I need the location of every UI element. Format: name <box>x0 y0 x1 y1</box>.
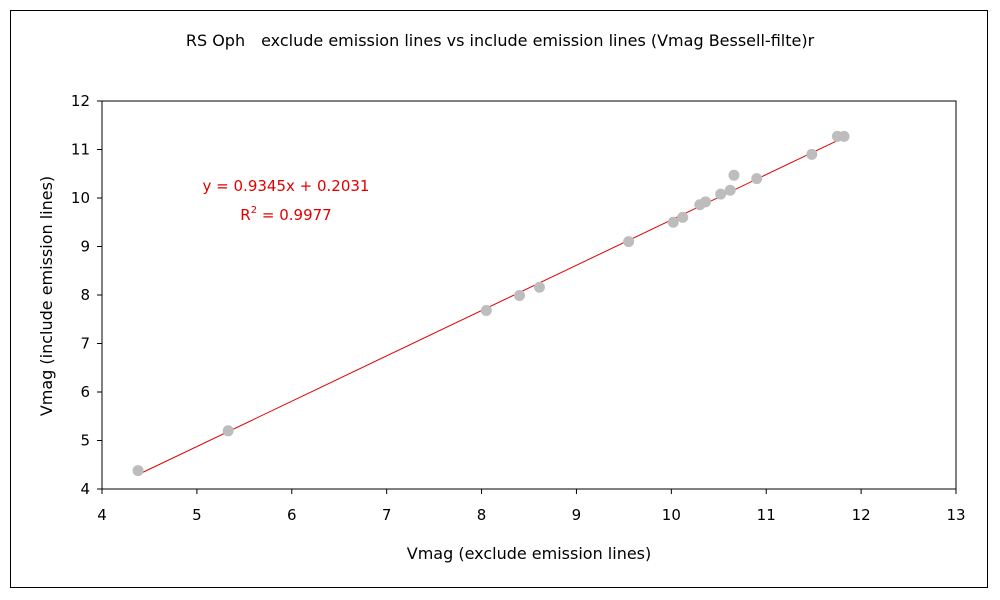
data-point <box>132 465 144 477</box>
x-axis-title: Vmag (exclude emission lines) <box>407 544 652 563</box>
x-tick-label: 6 <box>287 506 297 524</box>
y-tick-label: 8 <box>80 286 90 304</box>
r-squared-label: R2 = 0.9977 <box>240 205 331 224</box>
x-tick-label: 8 <box>477 506 487 524</box>
data-point <box>751 173 763 185</box>
data-point <box>806 148 818 160</box>
data-point <box>667 216 679 228</box>
data-point <box>677 211 689 223</box>
y-tick-label: 4 <box>80 480 90 498</box>
x-axis: 4 5 6 7 8 9 10 11 12 13 <box>97 489 966 524</box>
r-squared-value: = 0.9977 <box>257 206 332 224</box>
y-tick-label: 7 <box>80 335 90 353</box>
x-tick-label: 13 <box>946 506 965 524</box>
data-point <box>728 169 740 181</box>
x-tick-label: 5 <box>192 506 202 524</box>
y-axis: 4 5 6 7 8 9 10 11 12 <box>71 92 102 498</box>
y-tick-label: 11 <box>71 141 90 159</box>
data-point <box>480 305 492 317</box>
data-point <box>724 184 736 196</box>
data-point <box>623 236 635 248</box>
y-tick-label: 9 <box>80 238 90 256</box>
chart-frame <box>10 10 988 588</box>
data-point <box>838 130 850 142</box>
x-tick-label: 7 <box>382 506 392 524</box>
x-tick-label: 4 <box>97 506 107 524</box>
x-tick-label: 9 <box>572 506 582 524</box>
y-tick-label: 10 <box>71 189 90 207</box>
x-tick-label: 12 <box>852 506 871 524</box>
y-tick-label: 6 <box>80 383 90 401</box>
data-point <box>222 425 234 437</box>
x-tick-label: 10 <box>662 506 681 524</box>
y-axis-title: Vmag (include emission lines) <box>37 176 56 416</box>
x-tick-label: 11 <box>757 506 776 524</box>
chart-title: RS Oph exclude emission lines vs include… <box>186 31 815 50</box>
data-point <box>514 289 526 301</box>
data-points <box>132 130 850 477</box>
data-point <box>533 281 545 293</box>
y-tick-label: 12 <box>71 92 90 110</box>
r-squared-superscript: 2 <box>251 205 257 216</box>
r-squared-symbol: R <box>240 206 250 224</box>
y-tick-label: 5 <box>80 432 90 450</box>
data-point <box>715 188 727 200</box>
trendline-equation: y = 0.9345x + 0.2031 <box>203 177 370 195</box>
data-point <box>699 196 711 208</box>
